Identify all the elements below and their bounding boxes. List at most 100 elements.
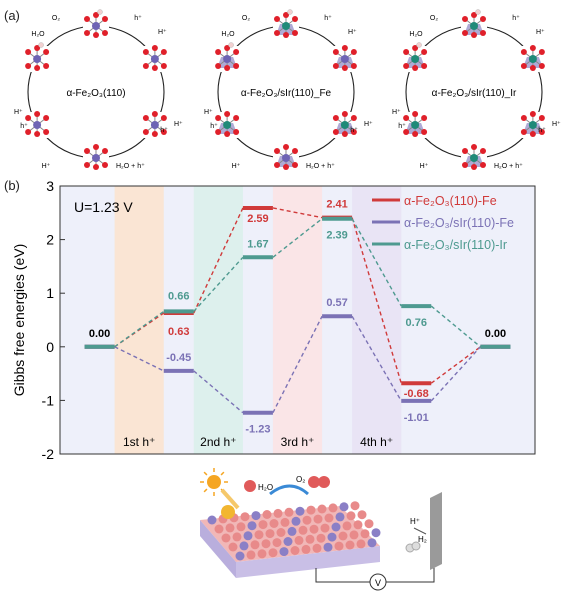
- connector-3: [193, 256, 244, 312]
- oxygen-atom: [480, 148, 486, 154]
- surface-atom: [273, 508, 283, 518]
- oxygen-atom: [142, 49, 149, 55]
- y-tick-label: 1: [46, 285, 54, 301]
- connector-3: [430, 305, 481, 348]
- oxygen-atom: [462, 16, 468, 22]
- o2-label: O₂: [430, 15, 438, 22]
- oxygen-atom: [341, 111, 348, 117]
- oxygen-molecule: [318, 476, 330, 488]
- oxygen-atom: [538, 63, 545, 69]
- start-level-label: 0.00: [89, 328, 110, 340]
- oxygen-atom: [25, 115, 32, 121]
- surface-atom: [364, 519, 374, 529]
- level-label: 0.57: [326, 297, 347, 309]
- hydrogen-atom: [416, 42, 422, 48]
- surface-atom: [207, 515, 217, 525]
- oxygen-atom: [102, 30, 108, 36]
- oxygen-atom: [25, 63, 32, 69]
- hydrogen-atom: [228, 42, 234, 48]
- metal-atom: [528, 55, 537, 63]
- oxygen-atom: [142, 115, 149, 121]
- step-band-2: [193, 186, 243, 454]
- oxygen-atom: [462, 162, 468, 168]
- level-label: 0.76: [406, 317, 427, 329]
- h2o-label: H₂O: [409, 31, 423, 38]
- hole-label: h⁺: [512, 15, 520, 22]
- hplus-label: H⁺: [232, 163, 241, 170]
- y-tick-label: 3: [46, 178, 54, 194]
- slab-side: [200, 520, 236, 578]
- oxygen-atom: [283, 12, 289, 18]
- oxygen-atom: [292, 16, 298, 22]
- oxygen-atom: [529, 65, 536, 71]
- oxygen-atom: [412, 111, 419, 117]
- hydrogen-atom: [475, 9, 481, 15]
- metal-atom: [411, 121, 420, 129]
- step-label-1: 1st h⁺: [123, 435, 155, 449]
- surface-atom: [360, 529, 370, 539]
- photoelectrode-schematic: H₂O O₂ V H⁺ H₂: [200, 468, 442, 591]
- level-label: -0.45: [166, 352, 191, 364]
- oxygen-atom: [283, 164, 289, 170]
- surface-atom: [225, 523, 235, 533]
- cycle-title: α-Fe₂O₃/sIr(110)_Ir: [432, 88, 517, 99]
- legend-entry: α-Fe₂O₃(110)-Fe: [404, 194, 497, 208]
- o2-label: O₂: [242, 15, 250, 22]
- oxygen-atom: [412, 45, 419, 51]
- surface-atom: [335, 512, 345, 522]
- oxygen-atom: [151, 45, 158, 51]
- cluster-6: [402, 42, 429, 72]
- oxygen-atom: [403, 49, 410, 55]
- h2o-hole-label: H₂O + h⁺: [494, 163, 523, 170]
- surface-atom: [243, 531, 253, 541]
- cluster-1: [461, 9, 487, 39]
- surface-atom: [305, 534, 315, 544]
- surface-atom: [331, 522, 341, 532]
- oxygen-atom: [215, 115, 222, 121]
- step-label-3: 3rd h⁺: [281, 435, 315, 449]
- oxygen-atom: [538, 129, 545, 135]
- oxygen-atom: [93, 32, 99, 38]
- oxygen-atom: [332, 129, 339, 135]
- h2-label: H₂: [418, 535, 427, 544]
- oxygen-atom: [233, 49, 240, 55]
- level-label: 0.66: [168, 290, 189, 302]
- oxygen-atom: [341, 131, 348, 137]
- surface-atom: [324, 513, 334, 523]
- h2o-label: H₂O: [221, 31, 235, 38]
- sun-ray: [220, 471, 225, 476]
- surface-atom: [214, 524, 224, 534]
- oxygen-atom: [93, 144, 99, 150]
- hplus-label: H⁺: [174, 121, 183, 128]
- oxygen-atom: [233, 63, 240, 69]
- surface-atom: [328, 503, 338, 513]
- cluster-5: [24, 111, 51, 138]
- oxygen-atom: [292, 162, 298, 168]
- cycle-1: α-Fe₂O₃(110) O₂ H₂O h⁺ H⁺ h⁺ H⁺ H₂O + h⁺ H⁺ H⁺ h⁺: [14, 9, 183, 171]
- oxygen-atom: [529, 45, 536, 51]
- metal-atom: [282, 22, 290, 30]
- oxygen-atom: [233, 129, 240, 135]
- step-band-4: [352, 186, 402, 454]
- reaction-arrow: [269, 484, 309, 496]
- surface-atom: [261, 539, 271, 549]
- oxygen-atom: [421, 49, 428, 55]
- step-band-3: [272, 186, 323, 454]
- o2-label: O₂: [52, 15, 60, 22]
- cluster-3: [141, 111, 168, 138]
- oxygen-atom: [529, 111, 536, 117]
- surface-atom: [232, 532, 242, 542]
- metal-atom: [223, 55, 232, 63]
- connector-3: [272, 218, 323, 258]
- cluster-2: [331, 45, 358, 72]
- h2-molecule: [411, 541, 421, 551]
- cycle-title: α-Fe₂O₃(110): [66, 88, 125, 99]
- step-label-4: 4th h⁺: [360, 435, 393, 449]
- hplus-label: H⁺: [348, 29, 357, 36]
- oxygen-atom: [274, 30, 280, 36]
- oxygen-atom: [151, 131, 158, 137]
- connector-3: [351, 218, 402, 307]
- surface-atom: [357, 510, 367, 520]
- surface-atom: [291, 516, 301, 526]
- hplus-label: H⁺: [42, 163, 51, 170]
